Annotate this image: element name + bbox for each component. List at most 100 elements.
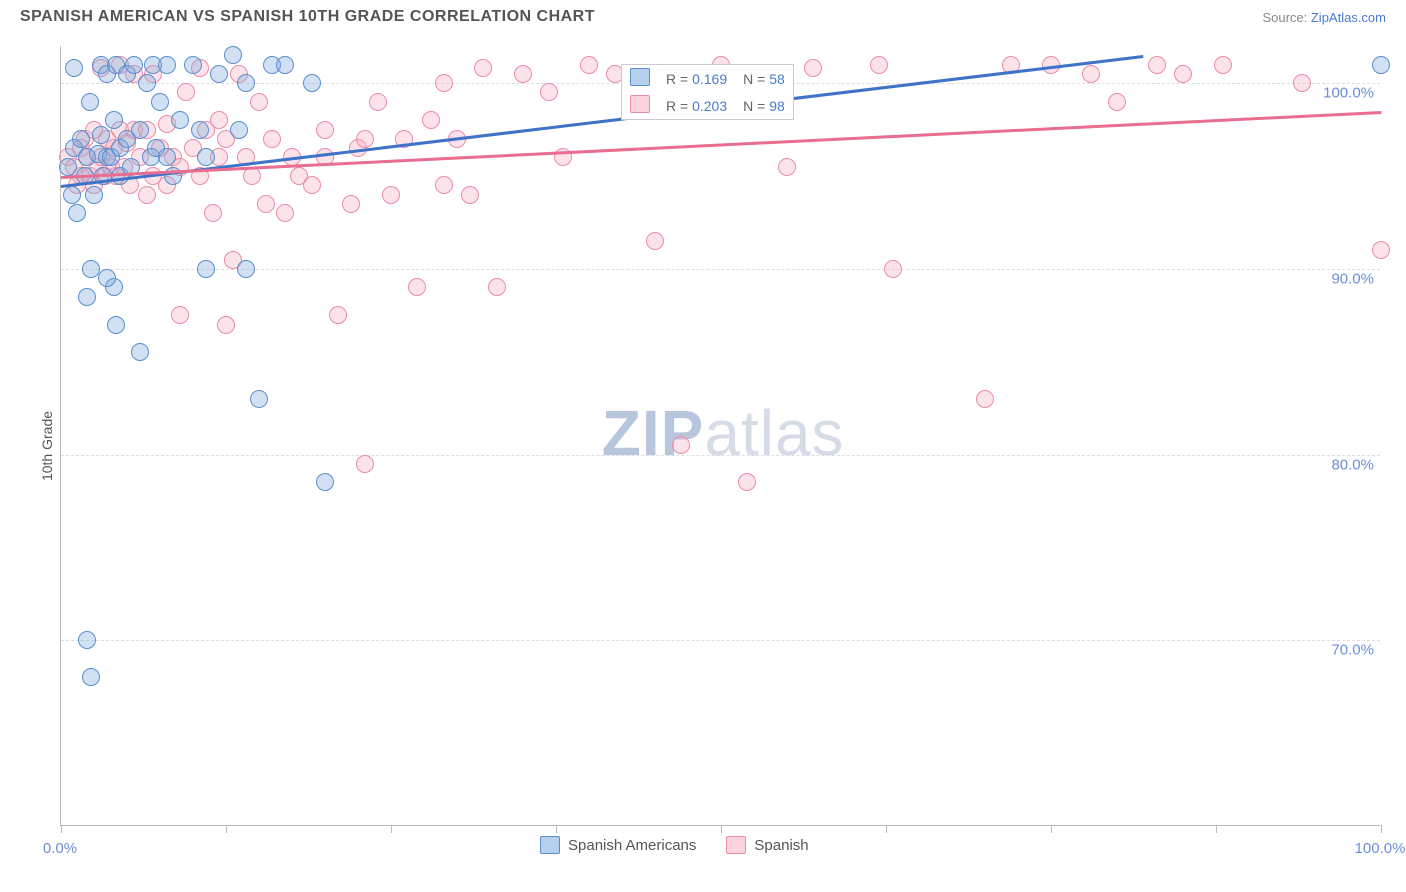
scatter-point-spanish bbox=[276, 204, 294, 222]
y-axis-label: 10th Grade bbox=[39, 411, 55, 481]
scatter-point-spanish bbox=[422, 111, 440, 129]
scatter-point-spanish_americans bbox=[98, 269, 116, 287]
x-tick bbox=[391, 825, 392, 833]
x-tick-label: 0.0% bbox=[43, 840, 77, 857]
scatter-point-spanish_americans bbox=[1372, 56, 1390, 74]
y-tick-label: 80.0% bbox=[1331, 456, 1374, 473]
scatter-point-spanish bbox=[1214, 56, 1232, 74]
scatter-point-spanish bbox=[329, 306, 347, 324]
correlation-legend: R = 0.169N = 58R = 0.203N = 98 bbox=[621, 64, 794, 120]
scatter-point-spanish bbox=[870, 56, 888, 74]
plot-region: 70.0% 80.0% 90.0% 100.0% ZIPatlas R = 0.169N … bbox=[60, 46, 1380, 826]
legend-item-spanish: Spanish bbox=[726, 836, 808, 854]
scatter-point-spanish_americans bbox=[105, 111, 123, 129]
scatter-point-spanish_americans bbox=[138, 74, 156, 92]
scatter-point-spanish bbox=[382, 186, 400, 204]
scatter-point-spanish bbox=[435, 176, 453, 194]
scatter-point-spanish bbox=[1148, 56, 1166, 74]
scatter-point-spanish bbox=[976, 390, 994, 408]
y-tick-label: 90.0% bbox=[1331, 270, 1374, 287]
legend-swatch-spanish_americans bbox=[630, 68, 650, 86]
scatter-point-spanish_americans bbox=[158, 148, 176, 166]
scatter-point-spanish bbox=[342, 195, 360, 213]
scatter-point-spanish bbox=[243, 167, 261, 185]
watermark: ZIPatlas bbox=[602, 396, 845, 470]
scatter-point-spanish bbox=[303, 176, 321, 194]
x-tick bbox=[1051, 825, 1052, 833]
x-tick bbox=[721, 825, 722, 833]
scatter-point-spanish bbox=[204, 204, 222, 222]
x-tick bbox=[61, 825, 62, 833]
scatter-point-spanish_americans bbox=[184, 56, 202, 74]
scatter-point-spanish_americans bbox=[237, 260, 255, 278]
scatter-point-spanish_americans bbox=[237, 74, 255, 92]
scatter-point-spanish_americans bbox=[81, 93, 99, 111]
legend-swatch-spanish_americans bbox=[540, 836, 560, 854]
scatter-point-spanish_americans bbox=[78, 631, 96, 649]
scatter-point-spanish_americans bbox=[131, 343, 149, 361]
source-link[interactable]: ZipAtlas.com bbox=[1311, 10, 1386, 25]
scatter-point-spanish bbox=[1174, 65, 1192, 83]
scatter-point-spanish_americans bbox=[68, 204, 86, 222]
x-tick bbox=[556, 825, 557, 833]
x-tick bbox=[226, 825, 227, 833]
legend-swatch-spanish bbox=[726, 836, 746, 854]
scatter-point-spanish bbox=[263, 130, 281, 148]
scatter-point-spanish bbox=[1372, 241, 1390, 259]
scatter-point-spanish bbox=[461, 186, 479, 204]
gridline-h bbox=[61, 269, 1380, 270]
scatter-point-spanish_americans bbox=[65, 59, 83, 77]
scatter-point-spanish_americans bbox=[316, 473, 334, 491]
scatter-point-spanish bbox=[488, 278, 506, 296]
scatter-point-spanish bbox=[514, 65, 532, 83]
scatter-point-spanish_americans bbox=[59, 158, 77, 176]
scatter-point-spanish_americans bbox=[230, 121, 248, 139]
scatter-point-spanish_americans bbox=[151, 93, 169, 111]
x-tick bbox=[1216, 825, 1217, 833]
legend-item-spanish_americans: Spanish Americans bbox=[540, 836, 696, 854]
scatter-point-spanish_americans bbox=[107, 316, 125, 334]
scatter-point-spanish_americans bbox=[210, 65, 228, 83]
trendline-spanish bbox=[61, 111, 1381, 178]
scatter-point-spanish_americans bbox=[92, 126, 110, 144]
scatter-point-spanish_americans bbox=[158, 56, 176, 74]
scatter-point-spanish bbox=[369, 93, 387, 111]
scatter-point-spanish_americans bbox=[85, 186, 103, 204]
scatter-point-spanish_americans bbox=[276, 56, 294, 74]
scatter-point-spanish bbox=[356, 130, 374, 148]
scatter-point-spanish_americans bbox=[197, 148, 215, 166]
scatter-point-spanish bbox=[474, 59, 492, 77]
scatter-point-spanish bbox=[356, 455, 374, 473]
y-tick-label: 70.0% bbox=[1331, 642, 1374, 659]
gridline-h bbox=[61, 640, 1380, 641]
series-legend: Spanish Americans Spanish bbox=[540, 836, 809, 854]
gridline-h bbox=[61, 455, 1380, 456]
x-tick bbox=[1381, 825, 1382, 833]
scatter-point-spanish bbox=[540, 83, 558, 101]
y-tick-label: 100.0% bbox=[1323, 85, 1374, 102]
scatter-point-spanish_americans bbox=[250, 390, 268, 408]
chart-title: SPANISH AMERICAN VS SPANISH 10TH GRADE C… bbox=[20, 8, 595, 26]
legend-swatch-spanish bbox=[630, 95, 650, 113]
scatter-point-spanish bbox=[408, 278, 426, 296]
header: SPANISH AMERICAN VS SPANISH 10TH GRADE C… bbox=[0, 0, 1406, 32]
scatter-point-spanish bbox=[672, 436, 690, 454]
scatter-point-spanish_americans bbox=[191, 121, 209, 139]
x-tick-label: 100.0% bbox=[1355, 840, 1406, 857]
scatter-point-spanish bbox=[804, 59, 822, 77]
scatter-point-spanish bbox=[1108, 93, 1126, 111]
scatter-point-spanish_americans bbox=[125, 56, 143, 74]
chart-area: 70.0% 80.0% 90.0% 100.0% ZIPatlas R = 0.169N … bbox=[60, 46, 1380, 826]
scatter-point-spanish bbox=[210, 111, 228, 129]
x-tick bbox=[886, 825, 887, 833]
scatter-point-spanish bbox=[1082, 65, 1100, 83]
scatter-point-spanish bbox=[580, 56, 598, 74]
scatter-point-spanish bbox=[1293, 74, 1311, 92]
scatter-point-spanish bbox=[257, 195, 275, 213]
scatter-point-spanish_americans bbox=[78, 288, 96, 306]
source-label: Source: ZipAtlas.com bbox=[1262, 10, 1386, 25]
scatter-point-spanish bbox=[435, 74, 453, 92]
scatter-point-spanish bbox=[778, 158, 796, 176]
legend-label: Spanish Americans bbox=[568, 837, 696, 854]
scatter-point-spanish bbox=[738, 473, 756, 491]
